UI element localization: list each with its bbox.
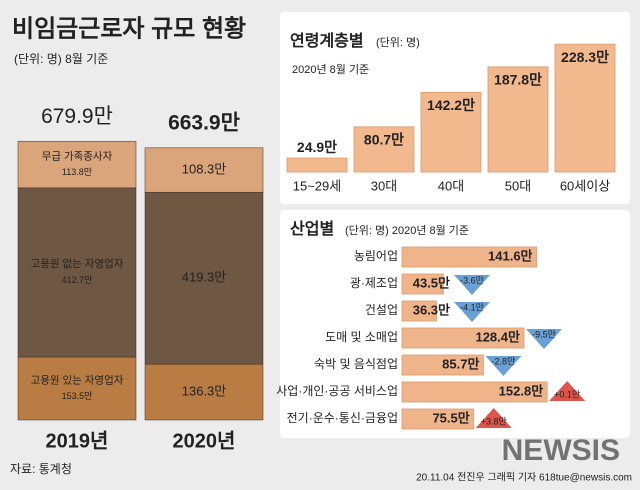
bar-segment [17,140,137,189]
bar-segment [144,147,264,193]
industry-title: 산업별 [290,220,334,238]
change-label: -9.5만 [532,329,556,339]
segment-value: 136.3만 [182,383,227,398]
category-label: 전기·운수·통신·금융업 [287,411,398,425]
bar-segment [17,356,137,421]
age-title: 연령계층별 [290,31,364,50]
change-label: -4.1만 [460,302,484,312]
category-label: 2019년 [46,429,109,452]
value-label: 24.9만 [297,139,337,155]
industry-subtitle: (단위: 명) 2020년 8월 기준 [345,224,469,237]
watermark: NEWSIS [502,434,620,467]
bar [353,126,415,173]
segment-name: 고용원 없는 자영업자 [31,257,124,270]
total-label: 663.9만 [168,111,240,134]
title: 비임금근로자 규모 현황 [12,15,246,42]
increase-arrow [475,408,512,428]
value-label: 80.7만 [364,132,404,148]
category-label: 광·제조업 [350,276,398,290]
bar [401,246,537,268]
bar-segment [144,363,264,421]
change-label: -2.8만 [492,356,516,366]
value-label: 128.4만 [475,329,520,344]
bar [401,273,444,295]
value-label: 152.8만 [499,383,544,398]
category-label: 15~29세 [293,178,341,193]
value-label: 187.8만 [494,72,542,88]
credit: 20.11.04 전진우 그래픽 기자 618tue@newsis.com [416,472,632,484]
category-label: 농림어업 [354,249,398,263]
value-label: 43.5만 [413,275,450,290]
bar [401,354,484,376]
category-label: 50대 [505,178,531,193]
segment-value: 153.5만 [62,391,93,401]
source: 자료: 통계청 [10,462,72,476]
bar [420,91,482,173]
bar [401,408,475,430]
segment-name: 고용원 있는 자영업자 [31,373,124,386]
change-label: -3.6만 [460,275,484,285]
category-label: 60세이상 [560,178,610,193]
change-label: +0.1만 [554,389,580,399]
bar [401,381,548,403]
bar [401,300,437,322]
decrease-arrow [485,356,522,376]
increase-arrow [549,381,586,401]
total-label: 679.9만 [41,105,113,128]
category-label: 사업·개인·공공 서비스업 [276,384,398,398]
value-label: 228.3만 [561,49,609,65]
segment-value: 113.8만 [62,167,92,177]
age-subtitle: 2020년 8월 기준 [292,63,369,76]
decrease-arrow [454,302,490,322]
bar [401,327,525,349]
value-label: 142.2만 [427,97,475,113]
value-label: 36.3만 [413,302,450,317]
category-label: 30대 [371,178,397,193]
age-unit: (단위: 명) [376,36,420,49]
category-label: 숙박 및 음식점업 [314,357,398,371]
segment-name: 무급 가족종사자 [42,150,113,162]
subtitle: (단위: 명) 8월 기준 [14,52,108,66]
value-label: 75.5만 [432,410,469,425]
value-label: 141.6만 [488,248,533,263]
segment-value: 412.7만 [62,275,93,285]
change-label: +3.8만 [481,416,507,426]
bar [487,66,549,173]
category-label: 40대 [438,178,464,193]
bar-segment [144,191,264,365]
category-label: 건설업 [365,303,398,317]
industry-panel [280,210,630,438]
bar [286,157,348,173]
value-label: 85.7만 [442,356,479,371]
category-label: 2020년 [173,429,236,452]
decrease-arrow [525,329,562,349]
bar [554,43,616,173]
decrease-arrow [454,275,490,295]
segment-value: 108.3만 [182,161,227,176]
bar-segment [17,187,137,358]
segment-value: 419.3만 [182,270,227,285]
category-label: 도매 및 소매업 [325,330,398,344]
